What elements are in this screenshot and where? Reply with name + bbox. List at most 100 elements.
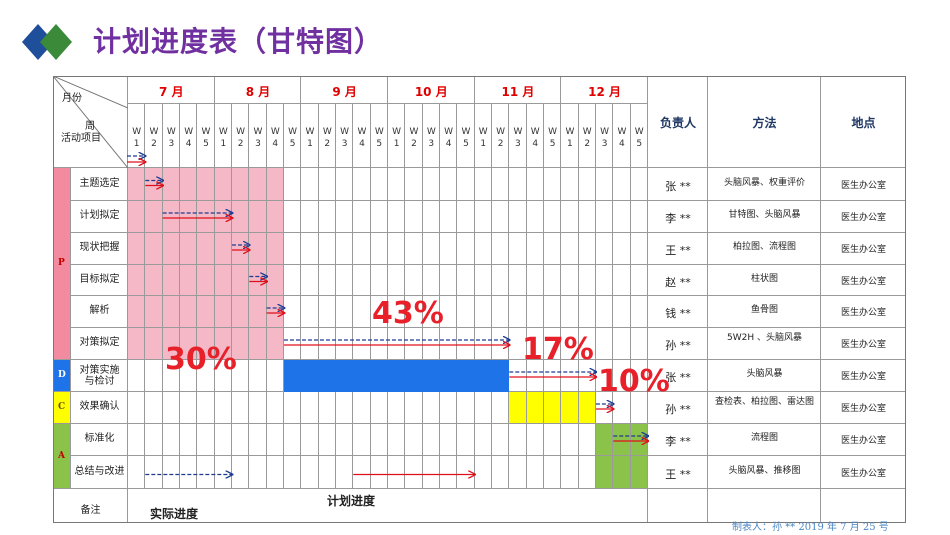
week-header xyxy=(439,104,458,168)
week-cell xyxy=(613,233,631,265)
week-header xyxy=(145,104,163,168)
week-cell xyxy=(128,392,146,424)
week-cell xyxy=(335,424,354,456)
week-cell xyxy=(249,360,267,392)
week-cell xyxy=(613,328,631,360)
week-cell xyxy=(613,265,631,296)
week-cell xyxy=(128,328,146,360)
week-cell xyxy=(266,360,284,392)
week-cell xyxy=(543,201,562,233)
week-cell xyxy=(318,265,336,296)
phase-letter: D xyxy=(58,370,66,380)
month-header xyxy=(561,76,648,104)
week-header xyxy=(595,104,614,168)
week-cell xyxy=(197,265,215,296)
week-cell xyxy=(439,424,458,456)
week-header xyxy=(197,104,215,168)
owner-cell xyxy=(648,328,708,360)
week-cell xyxy=(630,296,648,328)
week-header xyxy=(370,104,388,168)
week-cell xyxy=(439,392,458,424)
week-cell xyxy=(613,424,631,456)
week-cell xyxy=(595,456,614,489)
week-cell xyxy=(387,424,406,456)
week-cell xyxy=(266,328,284,360)
week-cell xyxy=(578,233,596,265)
week-cell xyxy=(457,424,475,456)
week-cell xyxy=(491,392,510,424)
owner-label: 张 ** xyxy=(665,371,691,384)
week-header xyxy=(543,104,562,168)
week-cell xyxy=(613,456,631,489)
week-cell xyxy=(578,265,596,296)
phase-letter: C xyxy=(58,402,66,412)
week-cell xyxy=(179,201,198,233)
week-cell xyxy=(491,456,510,489)
week-cell xyxy=(353,360,371,392)
header-corner xyxy=(53,76,128,168)
week-cell xyxy=(370,456,388,489)
week-header xyxy=(578,104,596,168)
week-cell xyxy=(491,424,510,456)
footer-author-date: 制表人：孙 ** 2019 年 7 月 25 号 xyxy=(732,522,889,533)
week-cell xyxy=(128,360,146,392)
week-cell xyxy=(474,233,492,265)
week-cell xyxy=(197,456,215,489)
owner-label: 赵 ** xyxy=(665,275,691,289)
week-cell xyxy=(283,328,302,360)
week-cell xyxy=(387,233,406,265)
week-cell xyxy=(335,168,354,201)
owner-cell xyxy=(648,265,708,296)
owner-cell xyxy=(648,360,708,392)
week-cell xyxy=(197,296,215,328)
week-cell xyxy=(561,233,579,265)
week-cell xyxy=(197,360,215,392)
week-cell xyxy=(613,360,631,392)
week-header xyxy=(561,104,579,168)
week-cell xyxy=(335,456,354,489)
week-cell xyxy=(613,392,631,424)
owner-cell xyxy=(648,456,708,489)
week-cell xyxy=(214,328,232,360)
week-cell xyxy=(405,456,423,489)
week-cell xyxy=(474,265,492,296)
activity-cell xyxy=(71,265,128,296)
week-cell xyxy=(387,392,406,424)
week-cell xyxy=(318,296,336,328)
percent-a-planned: 10% xyxy=(598,364,670,399)
week-cell xyxy=(561,360,579,392)
week-cell xyxy=(214,168,232,201)
week-cell xyxy=(526,265,544,296)
week-cell xyxy=(179,424,198,456)
week-cell xyxy=(439,456,458,489)
week-cell xyxy=(387,201,406,233)
activity-cell xyxy=(71,168,128,201)
week-cell xyxy=(128,456,146,489)
week-cell xyxy=(162,360,180,392)
week-cell xyxy=(422,424,440,456)
week-cell xyxy=(266,168,284,201)
month-label: 12 月 xyxy=(588,85,622,99)
week-cell xyxy=(474,360,492,392)
week-cell xyxy=(561,168,579,201)
week-header xyxy=(249,104,267,168)
week-cell xyxy=(422,456,440,489)
week-cell xyxy=(439,201,458,233)
week-cell xyxy=(630,168,648,201)
phase-cell xyxy=(53,424,71,489)
activity-cell xyxy=(71,201,128,233)
week-cell xyxy=(335,328,354,360)
week-cell xyxy=(179,360,198,392)
week-cell xyxy=(526,296,544,328)
week-cell xyxy=(595,233,614,265)
method-label: 鱼骨图 xyxy=(750,305,778,315)
week-cell xyxy=(439,265,458,296)
week-cell xyxy=(335,296,354,328)
week-cell xyxy=(179,456,198,489)
week-header xyxy=(353,104,371,168)
activity-cell xyxy=(71,296,128,328)
week-cell xyxy=(543,233,562,265)
